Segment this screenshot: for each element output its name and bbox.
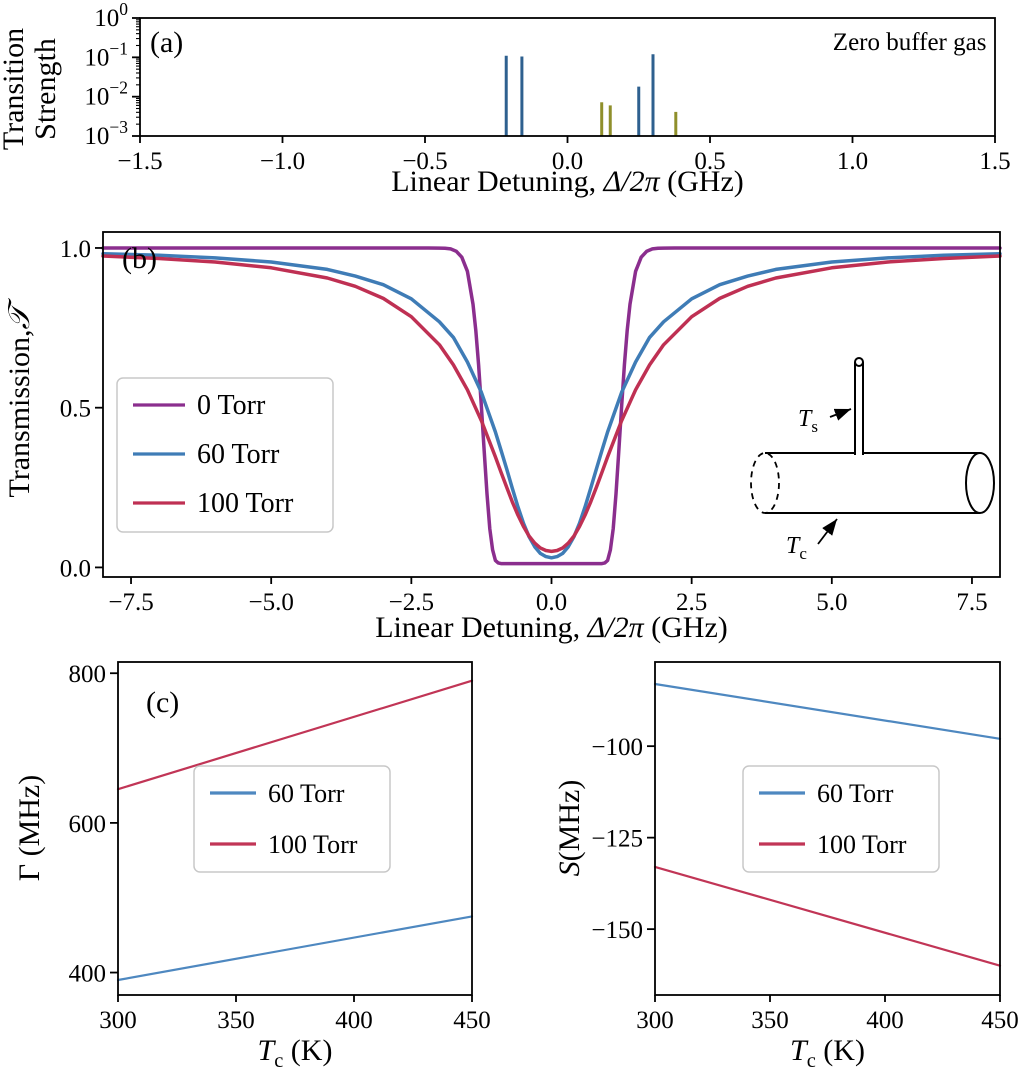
x-tick-label: 400 bbox=[335, 1007, 373, 1034]
panel-a-letter: (a) bbox=[150, 26, 184, 59]
x-tick-label: 450 bbox=[453, 1007, 491, 1034]
legend-label: 100 Torr bbox=[197, 488, 294, 519]
y-tick-label: −150 bbox=[591, 917, 643, 944]
panel-c-right-chart: 300 350 400 450 −100 −125 −150 60 Torr 100 Torr bbox=[591, 661, 1019, 1034]
panel-c-right-ylabel: S (MHz) bbox=[553, 779, 586, 877]
y-tick-label: 400 bbox=[69, 961, 107, 988]
y-tick-label: 100 bbox=[94, 0, 128, 32]
y-tick-label: 0.0 bbox=[60, 555, 91, 582]
cell-temperature-label: Tc bbox=[786, 533, 807, 563]
y-tick-label: 800 bbox=[69, 661, 107, 688]
legend-label: 0 Torr bbox=[197, 390, 266, 421]
panel-a-xlabel: Linear Detuning, Δ/2π (GHz) bbox=[391, 165, 744, 198]
x-tick-label: −7.5 bbox=[108, 589, 153, 616]
series-100-torr bbox=[101, 254, 1002, 554]
cell-label-arrow bbox=[817, 518, 838, 545]
y-tick-label: 10−2 bbox=[84, 78, 128, 111]
cell-left-cap bbox=[750, 452, 780, 514]
panel-a-chart: −1.5 −1.0 −0.5 0.0 0.5 1.0 1.5 100 10−1 10−2 10−3 Z… bbox=[84, 0, 1010, 175]
panel-c-right-xlabel: Tc (K) bbox=[790, 1034, 865, 1072]
legend-box bbox=[116, 377, 334, 533]
x-tick-label: 0.5 bbox=[694, 148, 725, 175]
x-tick-label: 0.0 bbox=[536, 589, 567, 616]
panel-c-left-xlabel: Tc (K) bbox=[257, 1034, 333, 1072]
series-0-torr bbox=[101, 246, 1002, 566]
cell-stem-tip bbox=[854, 357, 864, 367]
panel-b-xlabel: Linear Detuning, Δ/2π (GHz) bbox=[375, 611, 728, 644]
y-tick-label: 0.5 bbox=[60, 396, 91, 423]
plot-spine bbox=[117, 661, 473, 996]
panel-c-left-ylabel: Γ (MHz) bbox=[13, 774, 46, 882]
x-tick-label: 0.0 bbox=[552, 148, 583, 175]
x-tick-label: 2.5 bbox=[676, 589, 707, 616]
x-tick-label: 5.0 bbox=[816, 589, 847, 616]
vapor-cell-inset: Ts Tc bbox=[750, 357, 995, 563]
series-60-torr bbox=[101, 251, 1002, 560]
legend-label: 60 Torr bbox=[817, 779, 894, 808]
series-100-torr bbox=[653, 865, 1002, 967]
panel-c-left-chart: 300 350 400 450 800 600 400 60 Torr 100 Torr bbox=[69, 661, 491, 1034]
stem-label-arrow bbox=[829, 408, 852, 421]
x-tick-label: −1.5 bbox=[117, 148, 162, 175]
y-tick-label: 10−1 bbox=[84, 38, 128, 71]
x-tick-label: 350 bbox=[217, 1007, 255, 1034]
x-tick-label: 1.5 bbox=[979, 148, 1010, 175]
cell-right-cap bbox=[965, 452, 995, 514]
x-tick-label: −0.5 bbox=[402, 148, 447, 175]
y-tick-label: −100 bbox=[591, 734, 643, 761]
stem-temperature-label: Ts bbox=[798, 406, 818, 436]
legend-label: 100 Torr bbox=[268, 830, 358, 859]
x-tick-label: 400 bbox=[866, 1007, 904, 1034]
x-tick-label: 7.5 bbox=[956, 589, 987, 616]
legend-label: 60 Torr bbox=[197, 439, 280, 470]
y-tick-label: −125 bbox=[591, 826, 643, 853]
series-100-torr bbox=[116, 679, 474, 791]
x-tick-label: 350 bbox=[751, 1007, 789, 1034]
panel-c-letter: (c) bbox=[146, 686, 180, 719]
x-tick-label: 300 bbox=[99, 1007, 137, 1034]
legend-label: 100 Torr bbox=[817, 830, 907, 859]
x-tick-label: −5.0 bbox=[249, 589, 294, 616]
annotation: Zero buffer gas bbox=[833, 29, 987, 56]
x-tick-label: 450 bbox=[981, 1007, 1019, 1034]
series-60-torr bbox=[116, 915, 474, 982]
x-tick-label: −1.0 bbox=[260, 148, 305, 175]
x-tick-label: 1.0 bbox=[837, 148, 868, 175]
panel-b-ylabel: Transmission, 𝒯 bbox=[3, 306, 36, 498]
y-tick-label: 1.0 bbox=[60, 236, 91, 263]
panel-b-letter: (b) bbox=[122, 242, 157, 275]
legend-label: 60 Torr bbox=[268, 779, 345, 808]
panel-b-chart: −7.5 −5.0 −2.5 0.0 2.5 5.0 7.5 1.0 0.5 0.0 0 Torr 6… bbox=[60, 231, 1002, 616]
y-tick-label: 600 bbox=[69, 811, 107, 838]
series-60-torr bbox=[653, 682, 1002, 740]
y-tick-label: 10−3 bbox=[84, 117, 128, 150]
panel-a-ylabel: Transition Strength bbox=[0, 27, 62, 151]
x-tick-label: 300 bbox=[636, 1007, 674, 1034]
cell-stem-fill bbox=[855, 362, 863, 455]
plot-spine bbox=[654, 661, 1001, 996]
x-tick-label: −2.5 bbox=[389, 589, 434, 616]
